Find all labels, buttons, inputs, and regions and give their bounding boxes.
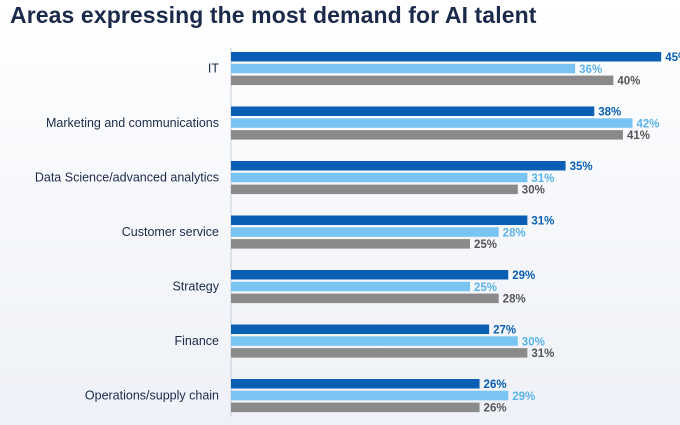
data-label: 29%	[512, 391, 535, 403]
bar	[231, 227, 499, 237]
data-label: 27%	[493, 325, 516, 337]
bar	[231, 336, 518, 346]
bar	[231, 161, 566, 171]
data-label: 30%	[522, 185, 545, 197]
data-label: 31%	[531, 173, 554, 185]
bar	[231, 270, 509, 280]
data-label: 31%	[531, 216, 554, 228]
data-label: 26%	[484, 403, 507, 415]
data-label: 45%	[665, 52, 680, 64]
category-label: Data Science/advanced analytics	[35, 171, 219, 185]
bar	[231, 215, 528, 225]
bar	[231, 379, 480, 389]
chart-title: Areas expressing the most demand for AI …	[10, 2, 537, 28]
data-label: 42%	[637, 118, 660, 130]
bar	[231, 239, 470, 249]
bar	[231, 390, 509, 401]
category-label: Strategy	[172, 280, 219, 294]
bar	[231, 130, 623, 140]
data-label: 36%	[579, 64, 602, 76]
data-label: 31%	[531, 348, 554, 360]
data-label: 38%	[598, 107, 621, 119]
data-label: 40%	[617, 76, 640, 88]
bar	[231, 106, 595, 116]
bar	[231, 172, 528, 183]
category-label: Marketing and communications	[46, 116, 219, 130]
data-label: 30%	[522, 336, 545, 348]
data-label: 35%	[570, 161, 593, 173]
bar	[231, 281, 470, 292]
bar	[231, 75, 614, 86]
data-label: 41%	[627, 130, 650, 142]
category-label: Finance	[175, 334, 220, 348]
bar	[231, 324, 490, 334]
bar	[231, 348, 528, 358]
data-label: 25%	[474, 282, 497, 294]
data-label: 25%	[474, 239, 497, 251]
category-label: Customer service	[122, 225, 219, 239]
bar	[231, 52, 662, 62]
category-label: Operations/supply chain	[85, 389, 219, 403]
data-label: 26%	[484, 379, 507, 391]
bar	[231, 63, 576, 74]
data-label: 28%	[503, 227, 526, 239]
bar	[231, 293, 499, 304]
bar	[231, 402, 480, 413]
bar	[231, 184, 518, 195]
category-label: IT	[208, 62, 219, 76]
bar	[231, 118, 633, 128]
data-label: 29%	[512, 270, 535, 282]
data-label: 28%	[503, 294, 526, 306]
